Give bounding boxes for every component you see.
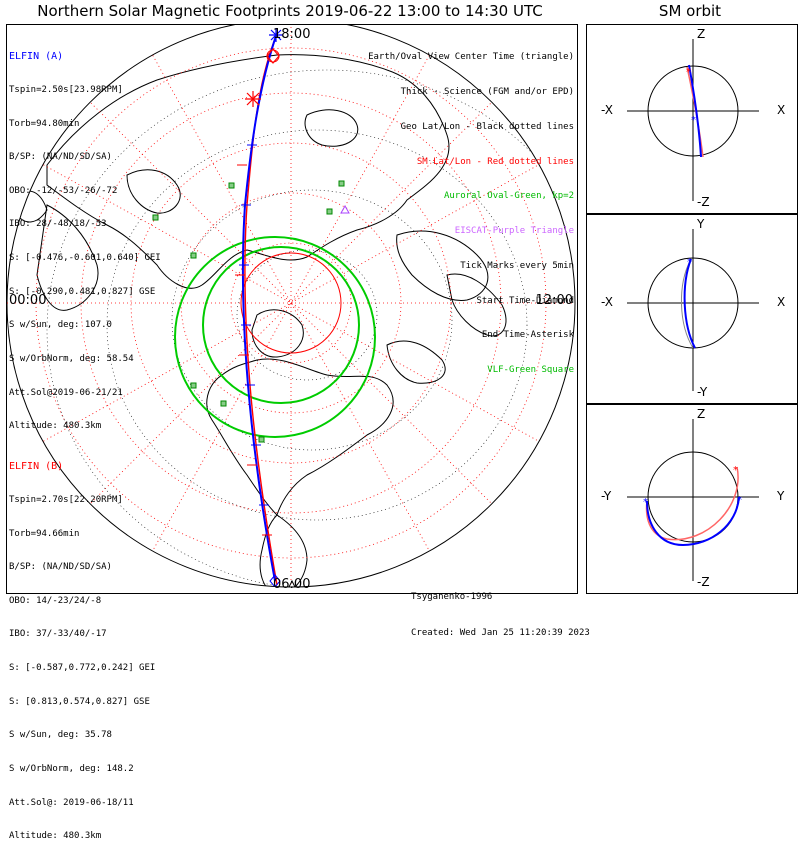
elfin-b-line: OBO: 14/-23/24/-8 — [9, 595, 102, 606]
elfin-b-line: S: [-0.587,0.772,0.242] GEI — [9, 663, 156, 674]
orbit-yz-bottom-label: -Z — [697, 575, 710, 589]
legend-item: Earth/Oval View Center Time (triangle) — [368, 52, 574, 63]
elfin-a-track — [241, 32, 278, 582]
elfin-b-line: S w/Sun, deg: 35.78 — [9, 730, 112, 741]
sm-pole-ring — [240, 252, 342, 354]
orbit-xy-b — [681, 258, 694, 349]
sm-lat-grid — [7, 25, 575, 587]
elfin-a-line: S: [-0.290,0.481,0.827] GSE — [9, 286, 156, 297]
elfin-b-line: Tspin=2.70s[22.20RPM] — [9, 495, 123, 506]
orbit-xz-a — [688, 64, 702, 158]
svg-text:*: * — [733, 465, 738, 476]
orbit-xz-left-label: -X — [601, 103, 613, 117]
sm-orbit-panel-xy: * Y -Y -X X — [586, 214, 798, 404]
footprint-map — [7, 25, 576, 588]
time-label-right: 12:00 — [535, 293, 573, 308]
model-credit: Tsyganenko-1996 — [411, 592, 493, 602]
elfin-b-start-diamond — [266, 48, 280, 64]
plot-title: Northern Solar Magnetic Footprints 2019-… — [37, 2, 543, 20]
elfin-a-line: S w/Sun, deg: 107.0 — [9, 320, 112, 331]
elfin-a-line: Att.Sol@2019-06-21/21 — [9, 387, 123, 398]
time-label-bottom: 06:00 — [273, 577, 311, 592]
legend-item: Tick Marks every 5min — [460, 260, 574, 271]
elfin-a-line: S w/OrbNorm, deg: 58.54 — [9, 353, 134, 364]
legend-item: Geo Lat/Lon - Black dotted lines — [400, 121, 574, 132]
elfin-a-line: IBO: 28/-48/18/-53 — [9, 219, 107, 230]
orbit-yz-top-label: Z — [697, 407, 706, 421]
svg-text:*: * — [737, 495, 742, 506]
legend: Earth/Oval View Center Time (triangle) T… — [368, 29, 574, 388]
svg-text:*: * — [686, 67, 691, 78]
credit-block: Tsyganenko-1996 Created: Wed Jan 25 11:2… — [411, 567, 590, 663]
elfin-b-line: Att.Sol@: 2019-06-18/11 — [9, 797, 134, 808]
elfin-a-start-diamond — [269, 574, 281, 587]
eiscat-marker — [340, 204, 350, 214]
vlf-stations — [152, 180, 345, 443]
elfin-b-line: IBO: 37/-33/40/-17 — [9, 629, 107, 640]
elfin-a-line: OBO: -12/-53/-26/-72 — [9, 185, 118, 196]
elfin-a-name: ELFIN (A) — [9, 51, 64, 63]
elfin-b-line: B/SP: (NA/ND/SD/SA) — [9, 562, 112, 573]
elfin-a-line: Tspin=2.50s[23.98RPM] — [9, 85, 123, 96]
elfin-b-end-asterisk — [245, 91, 261, 107]
view-center-triangle — [286, 579, 298, 587]
orbit-xy-a — [683, 258, 696, 349]
orbit-xy-right-label: X — [777, 295, 786, 309]
orbit-yz-right-label: Y — [777, 489, 785, 503]
legend-item: Thick - Science (FGM and/or EPD) — [400, 86, 574, 97]
elfin-b-name: ELFIN (B) — [9, 461, 64, 473]
legend-item: EISCAT-Purple Triangle — [454, 226, 574, 237]
sm-orbit-panel-yz: * * * Z -Z -Y Y — [586, 404, 798, 594]
sm-orbit-title: SM orbit — [658, 2, 722, 20]
elfin-a-line: B/SP: (NA/ND/SD/SA) — [9, 152, 112, 163]
orbit-xz-top-label: Z — [697, 27, 706, 41]
track-ticks — [239, 144, 269, 506]
elfin-b-line: S w/OrbNorm, deg: 148.2 — [9, 763, 134, 774]
svg-text:*: * — [687, 257, 692, 268]
legend-item: End Time-Asterisk — [481, 330, 574, 341]
sm-orbit-panel-xz: * * Z -Z -X X — [586, 24, 798, 214]
orbit-xz-bottom-label: -Z — [697, 195, 710, 209]
elfin-a-end-asterisk — [269, 28, 283, 42]
orbit-yz-left-label: -Y — [601, 489, 612, 503]
svg-text:*: * — [643, 497, 648, 508]
orbit-yz-a — [646, 496, 740, 547]
orbit-yz-b — [645, 466, 739, 541]
orbit-xy-top-label: Y — [697, 217, 705, 231]
track-ticks-b — [235, 164, 272, 536]
legend-item: Auroral Oval-Green, kp=2 — [443, 191, 574, 202]
geo-grid — [46, 69, 575, 587]
elfin-a-line: Altitude: 480.3km — [9, 421, 102, 432]
orbit-yz-plot: * * * — [627, 419, 759, 581]
elfin-b-line: S: [0.813,0.574,0.827] GSE — [9, 696, 150, 707]
elfin-b-line: Altitude: 480.3km — [9, 831, 102, 842]
elfin-a-info: ELFIN (A) Tspin=2.50s[23.98RPM] Torb=94.… — [9, 29, 161, 455]
time-label-left: 00:00 — [9, 293, 47, 308]
legend-item: Start Time-Diamond — [476, 295, 574, 306]
orbit-xy-bottom-label: -Y — [697, 385, 708, 399]
elfin-a-line: Torb=94.80min — [9, 118, 80, 129]
elfin-a-line: S: [-0.476,-0.601,0.640] GEI — [9, 253, 161, 264]
elfin-b-track — [244, 38, 278, 586]
created-timestamp: Created: Wed Jan 25 11:20:39 2023 — [411, 628, 590, 638]
svg-text:*: * — [691, 115, 696, 126]
time-label-top: 18:00 — [273, 27, 311, 42]
orbit-xy-left-label: -X — [601, 295, 613, 309]
elfin-b-start-circle — [266, 49, 280, 63]
elfin-b-info: ELFIN (B) Tspin=2.70s[22.20RPM] Torb=94.… — [9, 439, 155, 865]
auroral-oval — [174, 236, 376, 438]
elfin-b-line: Torb=94.66min — [9, 528, 80, 539]
orbit-xz-right-label: X — [777, 103, 786, 117]
orbit-xy-plot: * — [627, 229, 759, 391]
legend-item: SM Lat/Lon - Red dotted lines — [416, 156, 574, 167]
legend-item: VLF-Green Square — [487, 365, 574, 376]
orbit-xz-plot: * * — [627, 39, 759, 201]
